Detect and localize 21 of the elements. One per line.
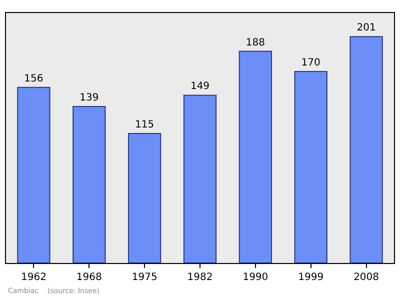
data-label: 115 [135, 120, 154, 130]
x-tick-label: 1982 [187, 272, 213, 283]
bar [238, 50, 272, 263]
bar [350, 36, 383, 263]
data-label: 156 [24, 73, 44, 84]
bar [17, 86, 50, 263]
x-tick-label: 1975 [132, 272, 158, 283]
data-label: 149 [190, 81, 210, 92]
x-tick-label: 1999 [298, 272, 324, 283]
x-tick-label: 1962 [20, 272, 46, 283]
x-tick-label: 1990 [242, 272, 268, 283]
data-label: 188 [246, 37, 265, 48]
data-label: 170 [301, 58, 320, 69]
data-label: 201 [356, 22, 376, 34]
bar [72, 106, 106, 263]
bar [128, 133, 162, 263]
bar [294, 71, 328, 263]
data-label: 139 [80, 92, 99, 104]
x-tick-label: 1968 [76, 272, 102, 283]
bar [183, 94, 217, 263]
x-tick-label: 2008 [354, 272, 380, 283]
